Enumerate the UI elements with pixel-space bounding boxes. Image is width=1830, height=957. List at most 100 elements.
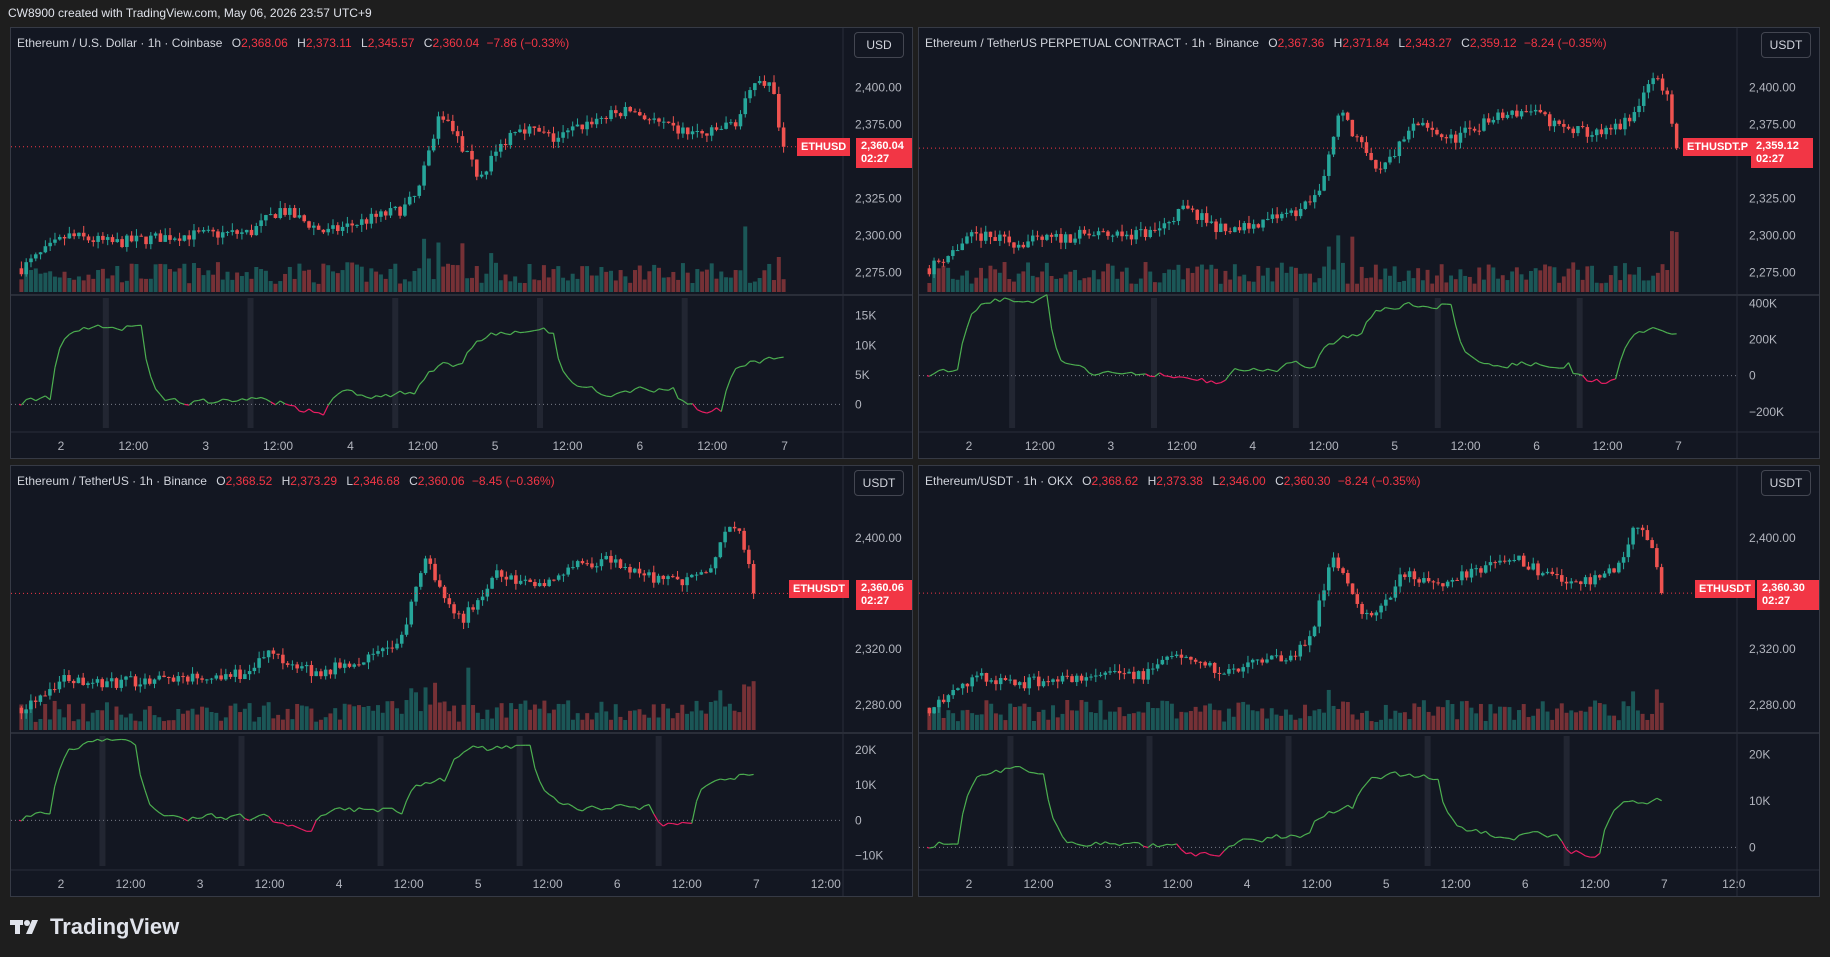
oscillator-segment <box>975 303 982 311</box>
currency-button[interactable]: USDT <box>854 470 904 496</box>
volume-bar <box>1373 264 1378 292</box>
volume-bar <box>680 263 685 292</box>
oscillator-segment <box>134 745 141 775</box>
volume-bar <box>1416 268 1421 292</box>
oscillator-segment <box>18 403 22 406</box>
volume-bar <box>1218 283 1223 292</box>
candle-body <box>1502 560 1507 562</box>
candle-body <box>1270 214 1275 219</box>
oscillator-segment <box>1471 828 1477 832</box>
volume-bar <box>1474 713 1479 730</box>
oscillator-segment <box>289 404 295 407</box>
volume-bar <box>1488 704 1493 730</box>
currency-button[interactable]: USDT <box>1761 32 1811 58</box>
candle-body <box>1327 567 1331 591</box>
volume-bar <box>1345 283 1350 292</box>
volume-bar <box>266 702 271 730</box>
volume-bar <box>1087 277 1092 292</box>
volume-bar <box>1564 712 1569 730</box>
candle-body <box>609 110 613 120</box>
tradingview-logo[interactable]: TradingView <box>10 914 179 940</box>
chart-panel-okx[interactable]: 2,400.00 2,320.00 2,280.00 20K 10K 0 2 12:00 3 12… <box>918 465 1820 897</box>
volume-bar <box>220 279 225 292</box>
symbol-title[interactable]: Ethereum / TetherUS · 1h · Binance <box>17 474 207 488</box>
volume-bar <box>1505 280 1510 292</box>
candle-body <box>1303 644 1307 646</box>
candle-body <box>1294 210 1298 217</box>
symbol-title[interactable]: Ethereum / U.S. Dollar · 1h · Coinbase <box>17 36 223 50</box>
volume-bar <box>153 264 158 292</box>
candle-body <box>503 143 508 146</box>
volume-bar <box>1569 710 1574 730</box>
volume-bar <box>1026 262 1030 292</box>
volume-bar <box>321 263 326 292</box>
chart-canvas[interactable]: 2,400.002,375.002,325.002,300.002,275.00… <box>11 28 913 459</box>
symbol-title[interactable]: Ethereum / TetherUS PERPETUAL CONTRACT ·… <box>925 36 1259 50</box>
candle-body <box>1463 127 1467 133</box>
oscillator-segment <box>620 390 626 393</box>
candle-body <box>1317 600 1322 627</box>
candle-body <box>975 675 979 678</box>
chart-panel-coinbase[interactable]: 2,400.00 2,375.00 2,325.00 2,300.00 2,275.00… <box>10 27 913 459</box>
oscillator-segment <box>1187 377 1193 381</box>
oscillator-segment <box>976 774 982 778</box>
volume-bar <box>371 710 376 730</box>
volume-bar <box>452 705 457 730</box>
candle-body <box>1655 548 1659 568</box>
candle-body <box>249 229 254 236</box>
currency-button[interactable]: USD <box>854 32 904 58</box>
chart-panel-binance-perp[interactable]: 2,400.00 2,375.00 2,325.00 2,300.00 2,275.00… <box>918 27 1820 459</box>
time-axis-label: 7 <box>781 439 788 453</box>
volume-bar <box>1646 280 1651 292</box>
candle-body <box>1515 110 1519 117</box>
oscillator-segment <box>1648 326 1654 331</box>
oscillator-segment <box>457 362 463 366</box>
candle-body <box>941 699 946 703</box>
candle-body <box>428 558 433 564</box>
oscillator-segment <box>582 807 588 812</box>
volume-bar <box>412 270 417 292</box>
chart-canvas[interactable]: 2,400.002,375.002,325.002,300.002,275.00… <box>919 28 1820 459</box>
candle-body <box>542 583 547 587</box>
last-price-tag: 2,360.06 02:27 <box>856 580 912 610</box>
volume-bar <box>1101 271 1106 292</box>
candle-body <box>1151 668 1155 670</box>
candle-body <box>338 662 342 668</box>
candle-body <box>158 233 163 242</box>
volume-bar <box>551 269 556 292</box>
volume-bar <box>489 253 494 292</box>
volume-bar <box>1627 274 1632 292</box>
oscillator-segment <box>971 776 978 787</box>
volume-bar <box>1322 266 1327 292</box>
volume-bar <box>1472 283 1477 292</box>
currency-button[interactable]: USDT <box>1761 470 1811 496</box>
chart-panel-binance-spot[interactable]: 2,400.00 2,320.00 2,280.00 20K 10K 0 −10K 2 12:0… <box>10 465 913 897</box>
volume-bar <box>1336 235 1341 292</box>
volume-bar <box>215 262 220 292</box>
volume-bar <box>323 717 328 730</box>
oscillator-segment <box>1563 362 1569 369</box>
volume-bar <box>1098 700 1103 730</box>
oscillator-segment <box>1436 303 1443 310</box>
oscillator-segment <box>444 770 450 782</box>
volume-bar <box>1469 707 1474 730</box>
volume-bar <box>1607 715 1612 730</box>
volume-bar <box>1059 278 1063 292</box>
oscillator-axis-label: 10K <box>1749 794 1770 808</box>
oscillator-segment <box>1535 362 1541 366</box>
oscillator-segment <box>1257 840 1263 843</box>
volume-bar <box>447 711 452 730</box>
oscillator-segment <box>366 396 372 400</box>
oscillator-segment <box>567 377 574 384</box>
candle-body <box>484 171 489 175</box>
candle-body <box>1032 676 1036 678</box>
volume-bar <box>618 716 623 730</box>
symbol-title[interactable]: Ethereum/USDT · 1h · OKX <box>925 474 1073 488</box>
volume-bar <box>309 708 314 730</box>
oscillator-segment <box>58 758 65 771</box>
oscillator-segment <box>268 816 274 823</box>
volume-bar <box>499 703 504 730</box>
candle-body <box>1454 134 1458 143</box>
